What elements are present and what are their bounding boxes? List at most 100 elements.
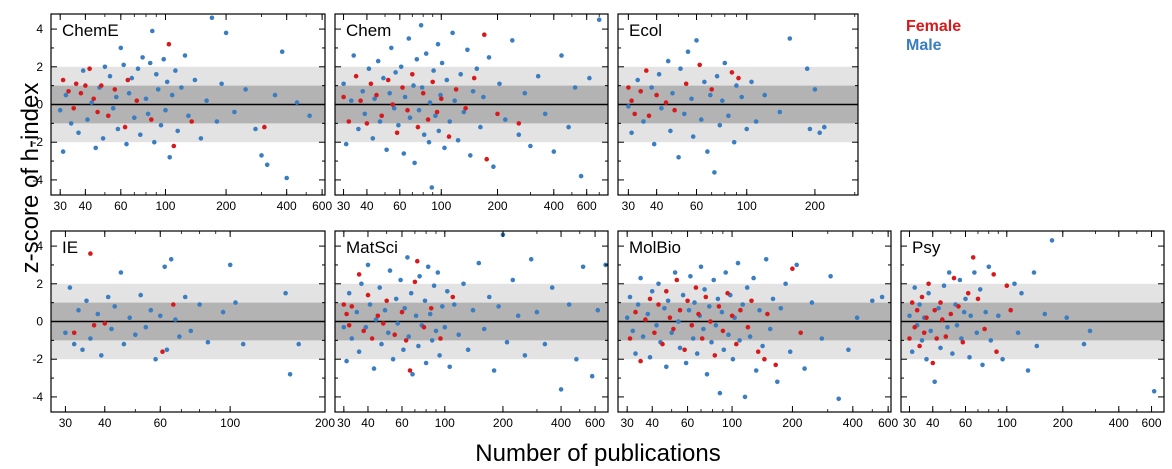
point-male: [870, 298, 875, 304]
y-tick-label: -4: [32, 390, 43, 404]
point-male: [578, 173, 584, 179]
point-male: [381, 75, 386, 81]
point-female: [368, 81, 374, 87]
point-male: [359, 281, 364, 287]
point-male: [204, 98, 209, 103]
point-male: [461, 109, 467, 115]
x-tick-label: 400: [551, 416, 571, 430]
point-male: [528, 143, 533, 149]
point-male: [486, 55, 492, 60]
point-male: [651, 141, 657, 147]
point-male: [370, 136, 376, 141]
point-female: [425, 117, 431, 122]
point-male: [972, 270, 977, 275]
point-female: [407, 368, 413, 373]
point-male: [630, 328, 636, 334]
point-female: [940, 317, 945, 322]
point-male: [707, 304, 712, 309]
point-male: [152, 139, 157, 145]
point-male: [468, 153, 473, 158]
point-male: [179, 85, 184, 90]
point-male: [401, 347, 406, 353]
point-male: [421, 132, 427, 137]
point-female: [919, 294, 925, 300]
point-male: [161, 57, 166, 62]
point-male: [447, 364, 453, 370]
point-female: [171, 143, 177, 149]
point-male: [121, 62, 126, 68]
point-male: [80, 68, 86, 73]
point-male: [375, 58, 381, 64]
x-tick-label: 200: [1053, 416, 1073, 430]
point-female: [682, 347, 687, 353]
point-male: [158, 122, 164, 128]
point-male: [390, 356, 396, 362]
point-female: [415, 258, 420, 264]
point-male: [879, 294, 885, 300]
point-male: [924, 356, 929, 362]
point-female: [951, 275, 957, 281]
point-male: [996, 313, 1001, 319]
point-female: [926, 281, 931, 287]
point-female: [405, 107, 410, 113]
point-female: [749, 298, 754, 304]
point-female: [982, 326, 987, 332]
point-female: [633, 309, 638, 315]
x-tick-label: 200: [805, 199, 825, 213]
point-female: [189, 119, 194, 124]
point-male: [344, 358, 349, 364]
point-male: [164, 79, 170, 85]
point-female: [102, 321, 108, 326]
point-male: [626, 104, 631, 109]
point-female: [672, 107, 677, 113]
point-male: [749, 79, 754, 85]
point-male: [1081, 341, 1087, 347]
point-male: [132, 115, 137, 120]
point-male: [828, 274, 833, 279]
point-male: [158, 313, 163, 319]
x-tick-label: 200: [782, 416, 802, 430]
point-male: [168, 257, 174, 262]
point-male: [596, 17, 602, 23]
point-male: [433, 328, 439, 334]
point-male: [770, 296, 776, 302]
point-female: [412, 279, 418, 285]
point-male: [363, 324, 369, 330]
point-male: [243, 87, 248, 92]
point-male: [549, 285, 555, 290]
point-male: [219, 81, 224, 87]
point-male: [438, 92, 443, 98]
point-male: [63, 92, 69, 98]
point-male: [349, 98, 354, 103]
x-tick-label: 40: [98, 416, 112, 430]
x-tick-label: 400: [277, 199, 297, 213]
point-male: [668, 128, 673, 134]
point-male: [476, 260, 482, 266]
point-male: [1019, 290, 1024, 296]
point-female: [91, 323, 97, 328]
point-female: [930, 360, 936, 366]
point-male: [349, 336, 355, 341]
point-male: [360, 89, 366, 94]
point-male: [442, 145, 447, 151]
point-male: [402, 306, 408, 311]
x-tick-label: 40: [646, 416, 660, 430]
point-male: [678, 66, 683, 71]
point-male: [726, 113, 731, 119]
point-male: [980, 362, 985, 368]
point-female: [160, 349, 165, 355]
point-female: [907, 336, 912, 341]
panel-title: IE: [62, 238, 78, 257]
point-female: [975, 296, 981, 302]
point-male: [411, 83, 416, 88]
point-female: [909, 300, 915, 305]
point-male: [739, 94, 744, 100]
point-male: [155, 87, 161, 92]
point-male: [377, 119, 383, 124]
point-male: [127, 315, 132, 321]
point-male: [214, 119, 220, 124]
point-male: [744, 285, 750, 290]
point-male: [76, 307, 81, 313]
point-female: [1004, 283, 1010, 289]
point-female: [356, 272, 362, 277]
